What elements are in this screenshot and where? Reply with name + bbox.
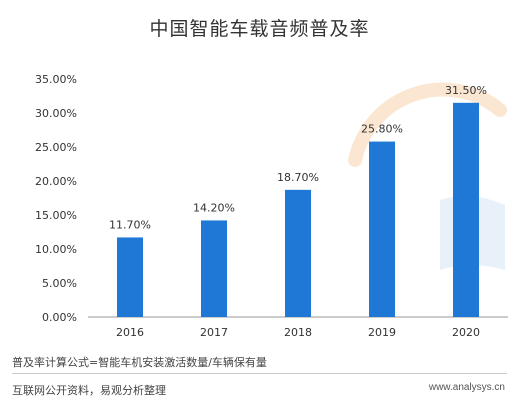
footer-divider xyxy=(12,373,507,374)
formula-note: 普及率计算公式=智能车机安装激活数量/车辆保有量 xyxy=(12,356,267,369)
value-label-2018: 18.70% xyxy=(277,171,319,184)
y-tick-label: 25.00% xyxy=(35,141,77,154)
bar-chart: 0.00% 5.00% 10.00% 15.00% 20.00% 25.00% 30.00%… xyxy=(35,73,508,339)
x-tick-label-2016: 2016 xyxy=(116,326,144,339)
y-tick-label: 5.00% xyxy=(42,277,77,290)
y-axis-labels: 0.00% 5.00% 10.00% 15.00% 20.00% 25.00% 30.00%… xyxy=(35,73,77,324)
bar-2016 xyxy=(117,237,143,317)
y-tick-label: 10.00% xyxy=(35,243,77,256)
chart-title: 中国智能车载音频普及率 xyxy=(149,18,370,40)
y-tick-label: 30.00% xyxy=(35,107,77,120)
site-url: www.analysys.cn xyxy=(428,382,505,393)
value-label-2017: 14.20% xyxy=(193,201,235,214)
bar-2017 xyxy=(201,220,227,317)
bar-2020 xyxy=(453,102,479,317)
x-tick-label-2019: 2019 xyxy=(368,326,396,339)
y-tick-label: 15.00% xyxy=(35,209,77,222)
value-labels: 11.70% 14.20% 18.70% 25.80% 31.50% xyxy=(109,84,487,232)
x-tick-label-2020: 2020 xyxy=(452,326,480,339)
y-tick-label: 0.00% xyxy=(42,311,77,324)
bar-2019 xyxy=(369,141,395,317)
value-label-2016: 11.70% xyxy=(109,218,151,231)
x-tick-label-2018: 2018 xyxy=(284,326,312,339)
source-note: 互联网公开资料，易观分析整理 xyxy=(12,384,166,397)
x-tick-label-2017: 2017 xyxy=(200,326,228,339)
y-tick-label: 20.00% xyxy=(35,175,77,188)
value-label-2020: 31.50% xyxy=(445,84,487,97)
bar-2018 xyxy=(285,189,311,317)
bars-group xyxy=(117,102,479,317)
x-axis-labels: 2016 2017 2018 2019 2020 xyxy=(116,326,480,339)
value-label-2019: 25.80% xyxy=(361,123,403,136)
y-tick-label: 35.00% xyxy=(35,73,77,86)
